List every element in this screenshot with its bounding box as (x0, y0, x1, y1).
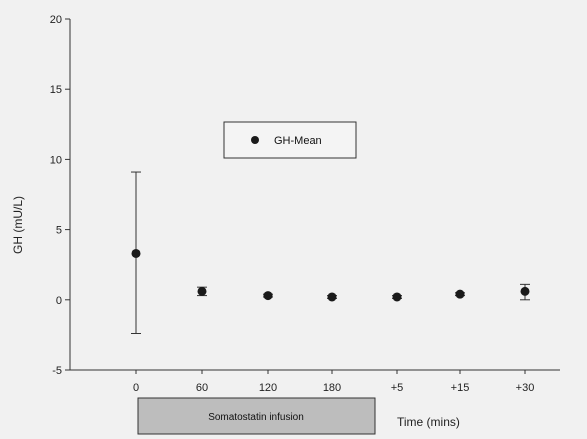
x-axis-label: Time (mins) (397, 415, 460, 429)
legend: GH-Mean (223, 121, 357, 159)
x-tick-label: +30 (516, 382, 535, 394)
y-ticks: -5 0 5 10 15 20 (50, 14, 70, 377)
x-tick-label: 60 (196, 382, 208, 394)
data-points (131, 248, 530, 302)
data-point (263, 291, 273, 301)
legend-box (223, 121, 357, 159)
infusion-label: Somatostatin infusion (208, 412, 304, 423)
data-point (197, 286, 207, 296)
y-tick-label: 10 (50, 154, 62, 166)
infusion-box (137, 397, 376, 435)
x-tick-label: +15 (451, 382, 470, 394)
legend-label: GH-Mean (274, 135, 322, 147)
y-axis-label: GH (mU/L) (11, 196, 25, 254)
data-point (520, 286, 530, 296)
y-tick-label: 20 (50, 14, 62, 26)
x-tick-label: +5 (391, 382, 404, 394)
data-point (327, 292, 337, 302)
data-point (131, 248, 141, 258)
axes (69, 19, 560, 371)
error-bars (131, 171, 530, 334)
x-ticks: 0 60 120 180 +5 +15 +30 (133, 370, 534, 394)
y-tick-label: 5 (56, 225, 62, 237)
y-tick-label: 0 (56, 295, 62, 307)
x-tick-label: 0 (133, 382, 139, 394)
data-point (392, 292, 402, 302)
legend-marker (251, 136, 259, 144)
y-tick-label: 15 (50, 84, 62, 96)
x-tick-label: 180 (323, 382, 341, 394)
y-tick-label: -5 (52, 365, 62, 377)
x-tick-label: 120 (259, 382, 277, 394)
data-point (455, 289, 465, 299)
